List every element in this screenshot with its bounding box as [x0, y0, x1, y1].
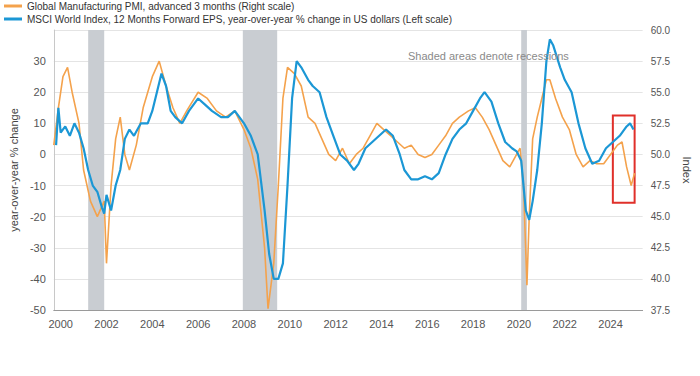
svg-text:45.0: 45.0 — [651, 211, 671, 222]
svg-text:0: 0 — [40, 148, 46, 160]
svg-text:47.5: 47.5 — [651, 180, 671, 191]
svg-text:2022: 2022 — [552, 318, 576, 330]
svg-text:2006: 2006 — [186, 318, 210, 330]
svg-text:37.5: 37.5 — [651, 305, 671, 316]
svg-text:2008: 2008 — [232, 318, 256, 330]
svg-text:55.0: 55.0 — [651, 87, 671, 98]
svg-text:20: 20 — [34, 86, 46, 98]
svg-text:60.0: 60.0 — [651, 25, 671, 36]
svg-text:50.0: 50.0 — [651, 149, 671, 160]
svg-text:2018: 2018 — [461, 318, 485, 330]
svg-text:-50: -50 — [30, 304, 46, 316]
svg-text:-30: -30 — [30, 242, 46, 254]
svg-text:2000: 2000 — [48, 318, 72, 330]
svg-text:2012: 2012 — [323, 318, 347, 330]
svg-text:2010: 2010 — [278, 318, 302, 330]
svg-text:10: 10 — [34, 117, 46, 129]
svg-text:2016: 2016 — [415, 318, 439, 330]
svg-text:30: 30 — [34, 55, 46, 67]
svg-text:Global Manufacturing PMI, adva: Global Manufacturing PMI, advanced 3 mon… — [27, 1, 294, 12]
svg-text:2002: 2002 — [94, 318, 118, 330]
svg-text:52.5: 52.5 — [651, 118, 671, 129]
svg-text:2024: 2024 — [598, 318, 622, 330]
svg-text:57.5: 57.5 — [651, 56, 671, 67]
svg-text:Index: Index — [681, 157, 693, 184]
svg-text:2004: 2004 — [140, 318, 164, 330]
svg-text:2014: 2014 — [369, 318, 393, 330]
svg-text:42.5: 42.5 — [651, 242, 671, 253]
svg-text:Shaded areas denote recessions: Shaded areas denote recessions — [408, 50, 569, 62]
svg-text:year-over-year % change: year-over-year % change — [8, 108, 20, 232]
svg-text:40.0: 40.0 — [651, 273, 671, 284]
svg-text:MSCI World Index, 12 Months Fo: MSCI World Index, 12 Months Forward EPS,… — [27, 14, 452, 25]
svg-text:-20: -20 — [30, 211, 46, 223]
svg-text:-10: -10 — [30, 180, 46, 192]
svg-text:2020: 2020 — [507, 318, 531, 330]
svg-text:-40: -40 — [30, 273, 46, 285]
